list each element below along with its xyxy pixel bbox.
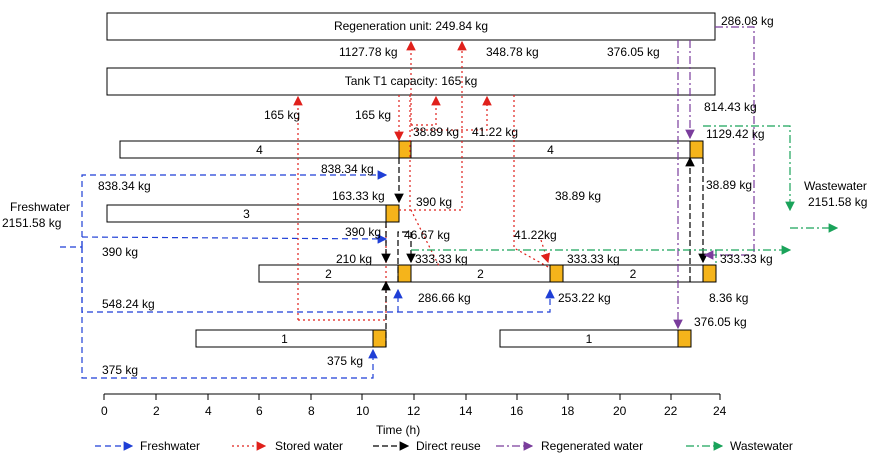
stream-label: 38.89 kg	[413, 125, 460, 139]
wastewater-lines	[411, 125, 839, 265]
wastewater-total: 2151.58 kg	[808, 195, 868, 209]
stream-label: 333.33 kg	[567, 252, 620, 266]
axis-tick: 10	[356, 404, 370, 418]
op4-regen-b	[689, 140, 704, 159]
time-axis	[103, 393, 721, 400]
stream-label: 38.89 kg	[555, 189, 602, 203]
op3-regen	[385, 204, 400, 223]
stream-label: 814.43 kg	[704, 100, 757, 114]
stream-label: 838.34 kg	[321, 162, 374, 176]
freshwater-label: Freshwater	[10, 200, 71, 214]
stream-label: 1127.78 kg	[339, 45, 398, 59]
axis-tick: 18	[561, 404, 575, 418]
stream-label: 165 kg	[264, 108, 301, 122]
op4-regen-a	[398, 140, 412, 159]
op2-label-a: 2	[325, 267, 332, 281]
stream-label: 38.89 kg	[706, 178, 753, 192]
axis-tick: 12	[407, 404, 421, 418]
stream-label: 376.05 kg	[607, 45, 660, 59]
op1-regen-a	[372, 329, 387, 348]
axis-tick: 8	[308, 404, 315, 418]
axis-tick: 2	[153, 404, 160, 418]
regeneration-unit-box	[106, 12, 716, 41]
tank-label: Tank T1 capacity: 165 kg	[344, 74, 478, 88]
stream-label: 46.67 kg	[404, 228, 451, 242]
op1-regen-b	[677, 329, 692, 348]
op2-regen-a	[397, 264, 412, 283]
legend-freshwater: Freshwater	[140, 439, 201, 453]
stream-label: 165 kg	[355, 108, 392, 122]
axis-tick: 22	[664, 404, 678, 418]
regenerated-water-lines	[673, 26, 755, 330]
stream-label: 548.24 kg	[102, 297, 155, 311]
stream-label: 253.22 kg	[558, 291, 611, 305]
axis-tick: 14	[459, 404, 473, 418]
legend-direct: Direct reuse	[416, 439, 481, 453]
tank-box	[106, 67, 716, 96]
axis-tick: 20	[613, 404, 627, 418]
stream-label: 286.08 kg	[721, 14, 774, 28]
stream-label: 333.33 kg	[720, 252, 773, 266]
stream-label: 333.33 kg	[415, 252, 468, 266]
stream-label: 210 kg	[336, 252, 373, 266]
legend-regenerated: Regenerated water	[541, 439, 644, 453]
stream-label: 376.05 kg	[694, 315, 747, 329]
stream-label: 390 kg	[416, 195, 453, 209]
axis-tick: 4	[205, 404, 212, 418]
axis-tick: 6	[256, 404, 263, 418]
axis-tick: 0	[101, 404, 108, 418]
axis-title: Time (h)	[376, 423, 421, 437]
stream-label: 375 kg	[102, 363, 139, 377]
freshwater-total: 2151.58 kg	[2, 216, 62, 230]
axis-tick: 16	[510, 404, 524, 418]
op2-label-b: 2	[477, 267, 484, 281]
axis-tick: 24	[713, 404, 727, 418]
stream-label: 375 kg	[327, 354, 364, 368]
op2-regen-b	[549, 264, 564, 283]
stream-label: 838.34 kg	[98, 179, 151, 193]
stream-label: 41.22 kg	[472, 125, 519, 139]
stream-label: 8.36 kg	[709, 291, 749, 305]
legend-wastewater: Wastewater	[730, 439, 793, 453]
op2-label-c: 2	[629, 267, 637, 281]
freshwater-lines	[60, 170, 555, 379]
op4-label-b: 4	[547, 143, 554, 157]
stream-label: 348.78 kg	[486, 45, 539, 59]
legend-stored: Stored water	[275, 439, 344, 453]
stream-label: 41.22kg	[514, 228, 557, 242]
regeneration-unit-label: Regeneration unit: 249.84 kg	[333, 19, 489, 33]
stream-label: 390 kg	[345, 225, 382, 239]
op3-label: 3	[243, 207, 250, 221]
op1-label-b: 1	[585, 332, 593, 346]
stream-label: 390 kg	[102, 245, 139, 259]
direct-reuse-lines	[381, 156, 708, 347]
op1-label-a: 1	[281, 332, 288, 346]
op2-regen-c	[702, 264, 717, 283]
wastewater-label: Wastewater	[804, 179, 867, 193]
stream-label: 163.33 kg	[332, 189, 385, 203]
stream-label: 1129.42 kg	[706, 127, 765, 141]
op4-label-a: 4	[256, 143, 263, 157]
stream-label: 286.66 kg	[418, 291, 471, 305]
